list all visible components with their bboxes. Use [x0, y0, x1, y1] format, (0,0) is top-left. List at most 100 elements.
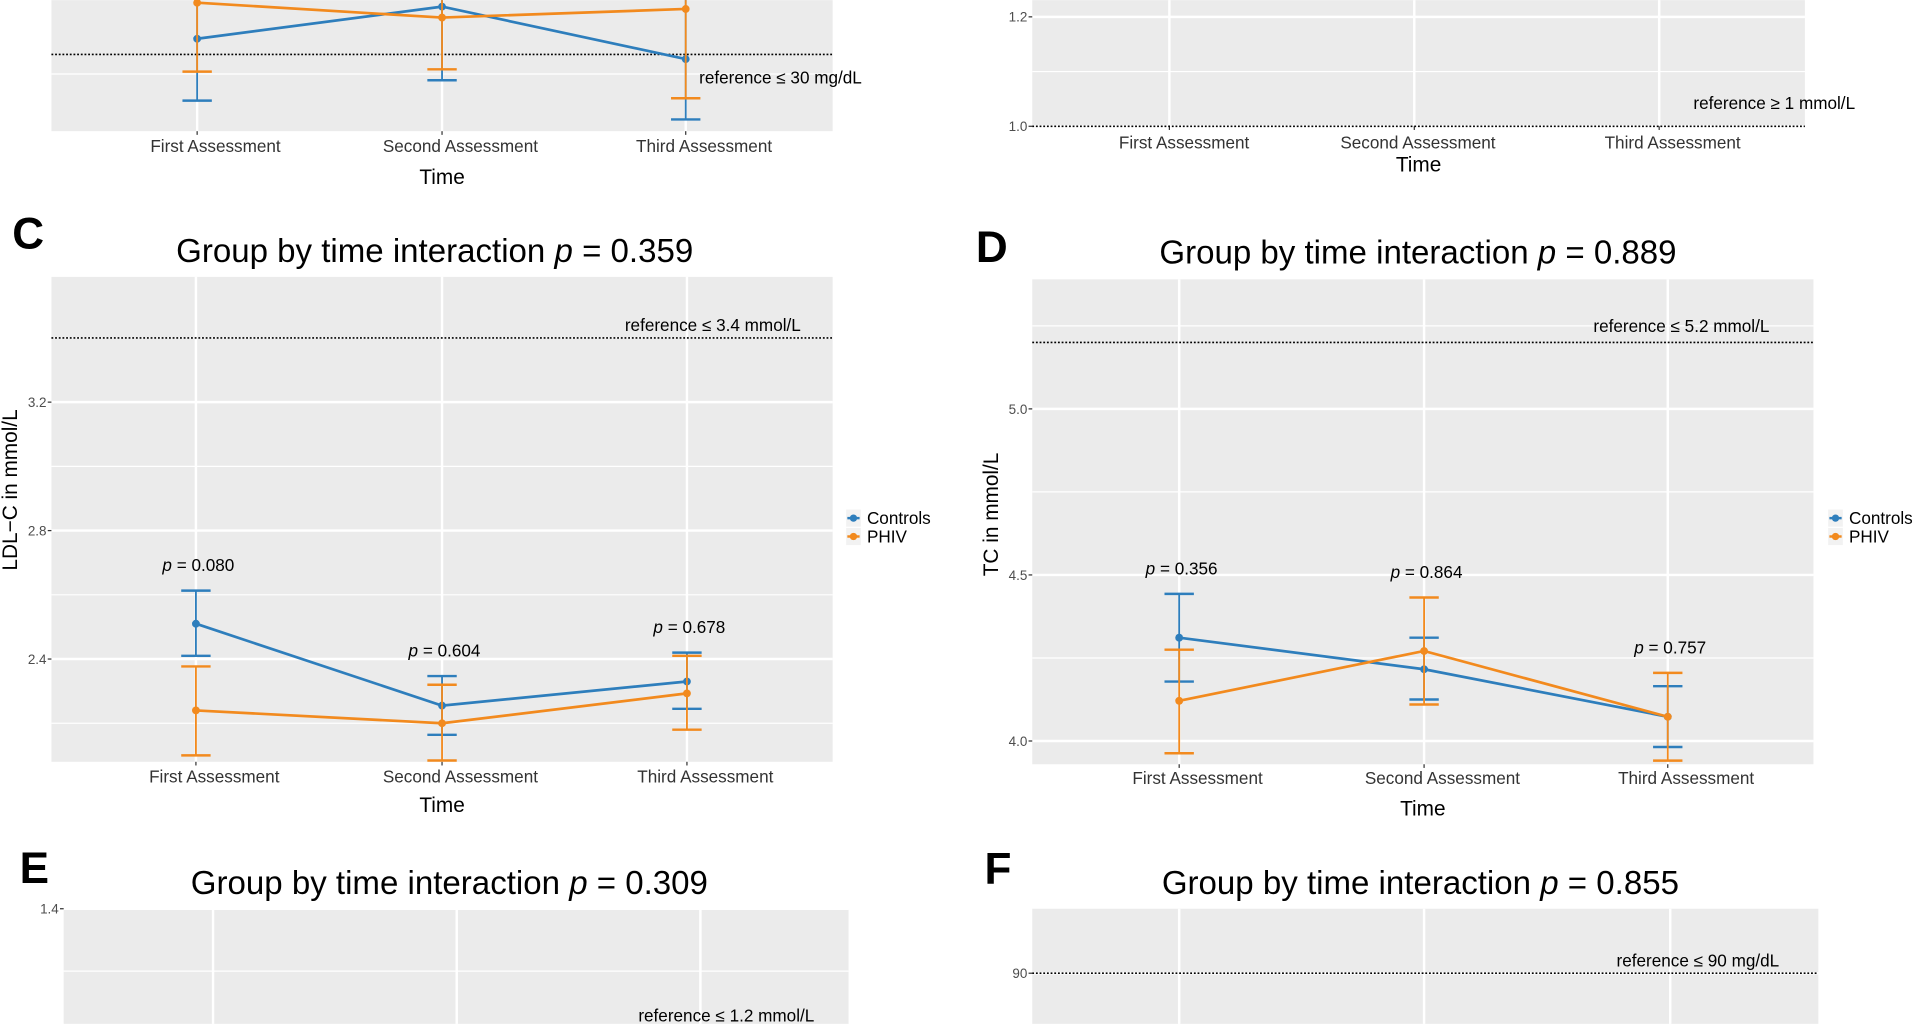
panel-letter: E: [20, 844, 49, 893]
data-point-phiv: [438, 13, 446, 22]
x-axis-title: Time: [1396, 154, 1441, 177]
legend-label: Controls: [867, 508, 931, 528]
x-tick-label: Third Assessment: [1618, 768, 1754, 788]
panel-b: 1.0 1.2 reference ≥ 1 mmol/L First Assessme…: [1009, 0, 1855, 177]
data-point-phiv: [1420, 647, 1429, 655]
p-value-label: p = 0.080: [161, 555, 234, 575]
p-value-label: p = 0.757: [1633, 637, 1706, 657]
x-tick-label: Second Assessment: [1340, 132, 1495, 152]
data-point-phiv: [683, 689, 691, 698]
p-symbol: p: [1390, 562, 1401, 582]
reference-label: reference ≤ 5.2 mmol/L: [1593, 316, 1769, 336]
x-axis-title: Time: [1400, 798, 1445, 821]
data-point-phiv: [192, 706, 200, 715]
p-symbol: p: [161, 555, 172, 575]
p-symbol: p: [1145, 558, 1156, 578]
panel-letter: D: [976, 223, 1008, 272]
x-axis-title: Time: [419, 794, 464, 817]
x-tick-label: Second Assessment: [383, 136, 538, 156]
legend-marker-phiv: [1831, 532, 1840, 541]
plot-background: [1032, 0, 1805, 127]
x-tick-label: Second Assessment: [1365, 768, 1520, 788]
title-stat: p: [568, 865, 587, 902]
series-group: [182, 0, 701, 121]
legend-marker-phiv: [849, 532, 858, 541]
panel-letter: C: [12, 210, 44, 259]
p-value-label: p = 0.356: [1145, 558, 1218, 578]
title-prefix: Group by time interaction: [1159, 234, 1537, 271]
y-tick-label: 1.4: [40, 902, 59, 917]
data-point-controls: [192, 619, 200, 628]
panel-letter: F: [984, 845, 1011, 894]
p-symbol: p: [408, 640, 419, 660]
title-prefix: Group by time interaction: [191, 865, 569, 902]
panel-title: Group by time interaction p = 0.855: [1162, 865, 1679, 902]
p-symbol: p: [1633, 637, 1644, 657]
p-value: = 0.604: [418, 640, 481, 660]
p-value: = 0.678: [663, 617, 725, 637]
title-prefix: Group by time interaction: [176, 233, 554, 270]
reference-label: reference ≤ 30 mg/dL: [699, 67, 862, 87]
data-point-phiv: [1663, 712, 1672, 721]
x-tick-label: First Assessment: [149, 767, 280, 787]
data-point-phiv: [438, 719, 446, 728]
y-tick-label: 5.0: [1009, 402, 1028, 417]
p-value-label: p = 0.604: [408, 640, 481, 660]
legend-label: Controls: [1849, 508, 1913, 528]
y-tick-label: 2.4: [28, 652, 47, 667]
title-stat: p: [1539, 865, 1558, 902]
legend-marker-controls: [1831, 514, 1840, 522]
p-value-label: p = 0.864: [1390, 562, 1463, 582]
y-tick-label: 90: [1012, 966, 1027, 981]
y-tick-label: 4.5: [1009, 568, 1028, 583]
p-symbol: p: [652, 617, 663, 637]
y-axis-title: TC in mmol/L: [980, 453, 1003, 577]
panel-f: 90 reference ≤ 90 mg/dL F Group by time int…: [984, 845, 1819, 1024]
panel-c: 2.4 2.8 3.2 reference ≤ 3.4 mmol/L First Ass…: [0, 210, 931, 817]
title-value: = 0.309: [588, 865, 708, 902]
p-value: = 0.356: [1155, 558, 1217, 578]
y-tick-label: 3.2: [28, 395, 47, 410]
reference-label: reference ≥ 1 mmol/L: [1693, 93, 1855, 113]
y-tick-label: 1.0: [1009, 119, 1028, 134]
title-value: = 0.359: [573, 233, 693, 270]
reference-label: reference ≤ 3.4 mmol/L: [625, 315, 801, 335]
series-group: [181, 589, 702, 762]
title-value: = 0.889: [1556, 234, 1676, 271]
reference-label: reference ≤ 1.2 mmol/L: [638, 1005, 814, 1024]
legend-label: PHIV: [1849, 527, 1890, 547]
x-tick-label: Third Assessment: [1605, 132, 1741, 152]
x-tick-label: Second Assessment: [383, 767, 538, 787]
panel-d: 4.0 4.5 5.0 reference ≤ 5.2 mmol/L First Ass…: [976, 223, 1913, 820]
panel-e: 1.4 reference ≤ 1.2 mmol/L E Group by time …: [20, 844, 849, 1024]
x-tick-label: First Assessment: [150, 136, 281, 156]
legend-label: PHIV: [867, 527, 908, 547]
legend-marker-controls: [849, 514, 858, 522]
title-stat: p: [554, 233, 573, 270]
title-value: = 0.855: [1559, 865, 1679, 902]
panel-title: Group by time interaction p = 0.359: [176, 233, 693, 270]
p-value: = 0.864: [1400, 562, 1463, 582]
p-value: = 0.757: [1644, 637, 1706, 657]
data-point-phiv: [193, 0, 202, 7]
data-point-controls: [1175, 633, 1184, 642]
x-tick-label: Third Assessment: [637, 767, 773, 787]
y-tick-label: 4.0: [1009, 734, 1028, 749]
title-stat: p: [1537, 234, 1556, 271]
y-axis-title: LDL−C in mmol/L: [0, 409, 22, 570]
x-tick-label: First Assessment: [1132, 768, 1263, 788]
p-value: = 0.080: [172, 555, 234, 575]
panel-title: Group by time interaction p = 0.309: [191, 865, 708, 902]
reference-label: reference ≤ 90 mg/dL: [1617, 950, 1780, 970]
x-tick-label: First Assessment: [1119, 132, 1250, 152]
x-axis-title: Time: [419, 166, 464, 189]
y-tick-label: 1.2: [1009, 10, 1028, 25]
panel-title: Group by time interaction p = 0.889: [1159, 234, 1676, 271]
p-value-label: p = 0.678: [652, 617, 725, 637]
panel-a: reference ≤ 30 mg/dL First Assessment Seco…: [51, 0, 862, 189]
data-point-phiv: [1175, 696, 1184, 705]
x-tick-label: Third Assessment: [636, 136, 772, 156]
